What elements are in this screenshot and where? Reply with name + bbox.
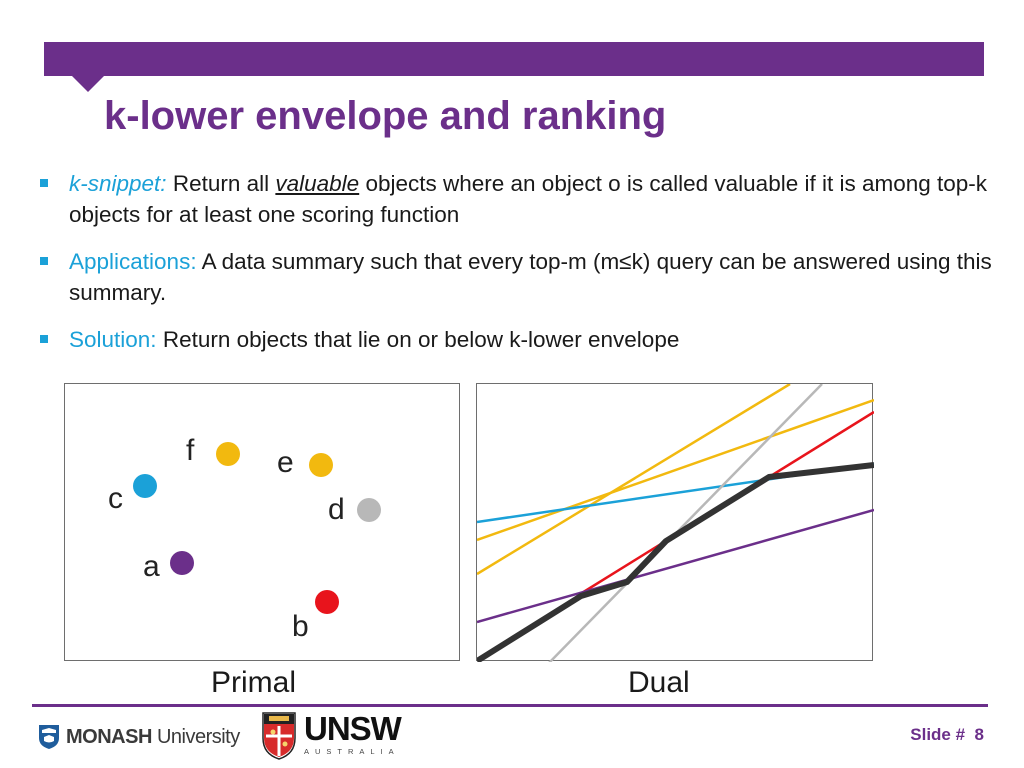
bullet-text: Return objects that lie on or below k-lo… <box>156 327 680 352</box>
point-label-b: b <box>292 610 309 643</box>
bullet-marker <box>40 179 48 187</box>
point-label-d: d <box>328 493 345 526</box>
point-label-a: a <box>143 550 160 583</box>
primal-panel: f e c d a b <box>64 383 460 661</box>
point-label-f: f <box>186 434 195 467</box>
point-e <box>309 453 333 477</box>
dual-line-yellow-2 <box>477 398 874 542</box>
point-c <box>133 474 157 498</box>
point-label-c: c <box>108 482 123 515</box>
bullet-k-snippet: k-snippet: Return all valuable objects w… <box>40 168 1015 230</box>
bullet-list: k-snippet: Return all valuable objects w… <box>40 168 1015 355</box>
k-lower-envelope <box>477 462 874 662</box>
slide-number-label: Slide # <box>910 725 966 744</box>
bullet-marker <box>40 335 48 343</box>
bullet-term: Solution: <box>69 327 157 352</box>
point-label-e: e <box>277 446 294 479</box>
unsw-logo: UNSW AUSTRALIA <box>262 710 402 760</box>
bullet-term: Applications: <box>69 249 197 274</box>
slide-number-value: 8 <box>974 725 984 744</box>
bullet-text: A data summary such that every top-m (m≤… <box>69 249 992 305</box>
bullet-marker <box>40 257 48 265</box>
title-bar-notch <box>72 76 104 92</box>
dual-panel <box>476 383 874 662</box>
slide-number: Slide # 8 <box>910 725 984 745</box>
unsw-wordmark: UNSW <box>304 710 402 747</box>
monash-crest-icon <box>39 725 59 749</box>
monash-logo: MONASH University <box>38 722 240 752</box>
primal-caption: Primal <box>211 666 297 699</box>
point-b <box>315 590 339 614</box>
title-bar <box>44 42 984 76</box>
unsw-crest-icon <box>262 712 296 760</box>
dual-line-yellow-1 <box>477 384 791 576</box>
footer-divider <box>32 704 988 707</box>
unsw-subtitle: AUSTRALIA <box>304 747 400 756</box>
bullet-applications: Applications: A data summary such that e… <box>40 246 1015 308</box>
dual-line-purple <box>477 508 874 624</box>
dual-caption: Dual <box>628 666 690 699</box>
bullet-text: Return all <box>166 171 276 196</box>
monash-wordmark-bold: MONASH <box>66 725 152 748</box>
dual-line-gray <box>548 384 823 662</box>
point-f <box>216 442 240 466</box>
bullet-text: objects where an object o is called valu… <box>69 171 988 227</box>
point-d <box>357 498 381 522</box>
monash-wordmark: University <box>151 725 240 748</box>
bullet-solution: Solution: Return objects that lie on or … <box>40 324 1015 355</box>
slide-title: k-lower envelope and ranking <box>104 94 667 138</box>
bullet-emphasis: valuable <box>275 171 360 196</box>
point-a <box>170 551 194 575</box>
bullet-term: k-snippet: <box>69 171 167 196</box>
dual-plot <box>477 384 874 662</box>
